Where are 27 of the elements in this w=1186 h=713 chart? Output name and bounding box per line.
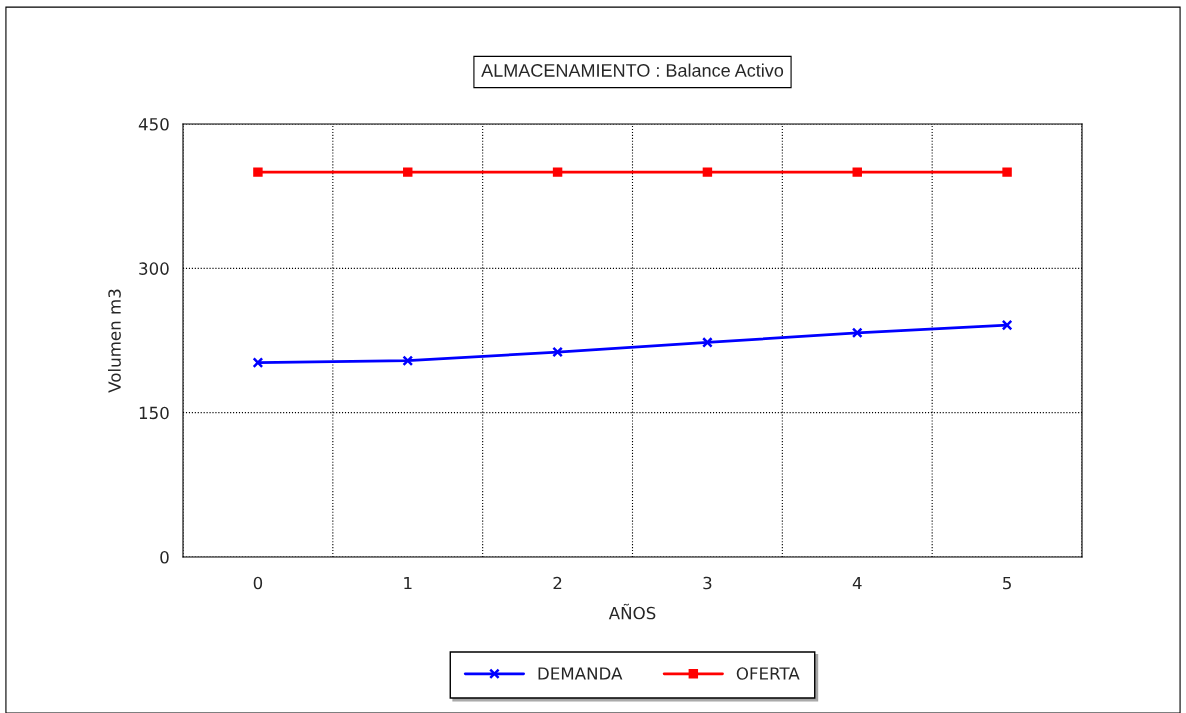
x-axis-title: AÑOS — [608, 603, 656, 620]
point — [252, 357, 264, 369]
y-tick-label: 300 — [139, 262, 169, 275]
legend-label: OFERTA — [736, 667, 800, 680]
legend-label: DEMANDA — [538, 667, 623, 680]
point — [552, 346, 563, 358]
y-axis-title: Volumen m3 — [107, 289, 121, 393]
chart-title: ALMACENAMIENTO : Balance Activo — [481, 63, 784, 77]
point — [851, 327, 863, 339]
y-tick-label: 150 — [139, 406, 169, 420]
point — [1002, 167, 1012, 177]
x-tick-label: 1 — [404, 576, 412, 590]
point — [402, 355, 414, 367]
point — [702, 337, 713, 348]
point — [403, 167, 413, 177]
x-tick-label: 3 — [703, 576, 712, 590]
point — [852, 167, 862, 177]
point — [1001, 319, 1013, 331]
x-tick-label: 2 — [553, 576, 562, 590]
x-tick-label: 4 — [852, 576, 862, 590]
y-tick-label: 450 — [138, 117, 169, 131]
point — [552, 167, 563, 177]
y-tick-label: 0 — [160, 550, 169, 564]
point — [702, 167, 713, 177]
x-tick-label: 5 — [1003, 576, 1011, 590]
point — [253, 167, 263, 177]
x-tick-label: 0 — [253, 576, 263, 590]
